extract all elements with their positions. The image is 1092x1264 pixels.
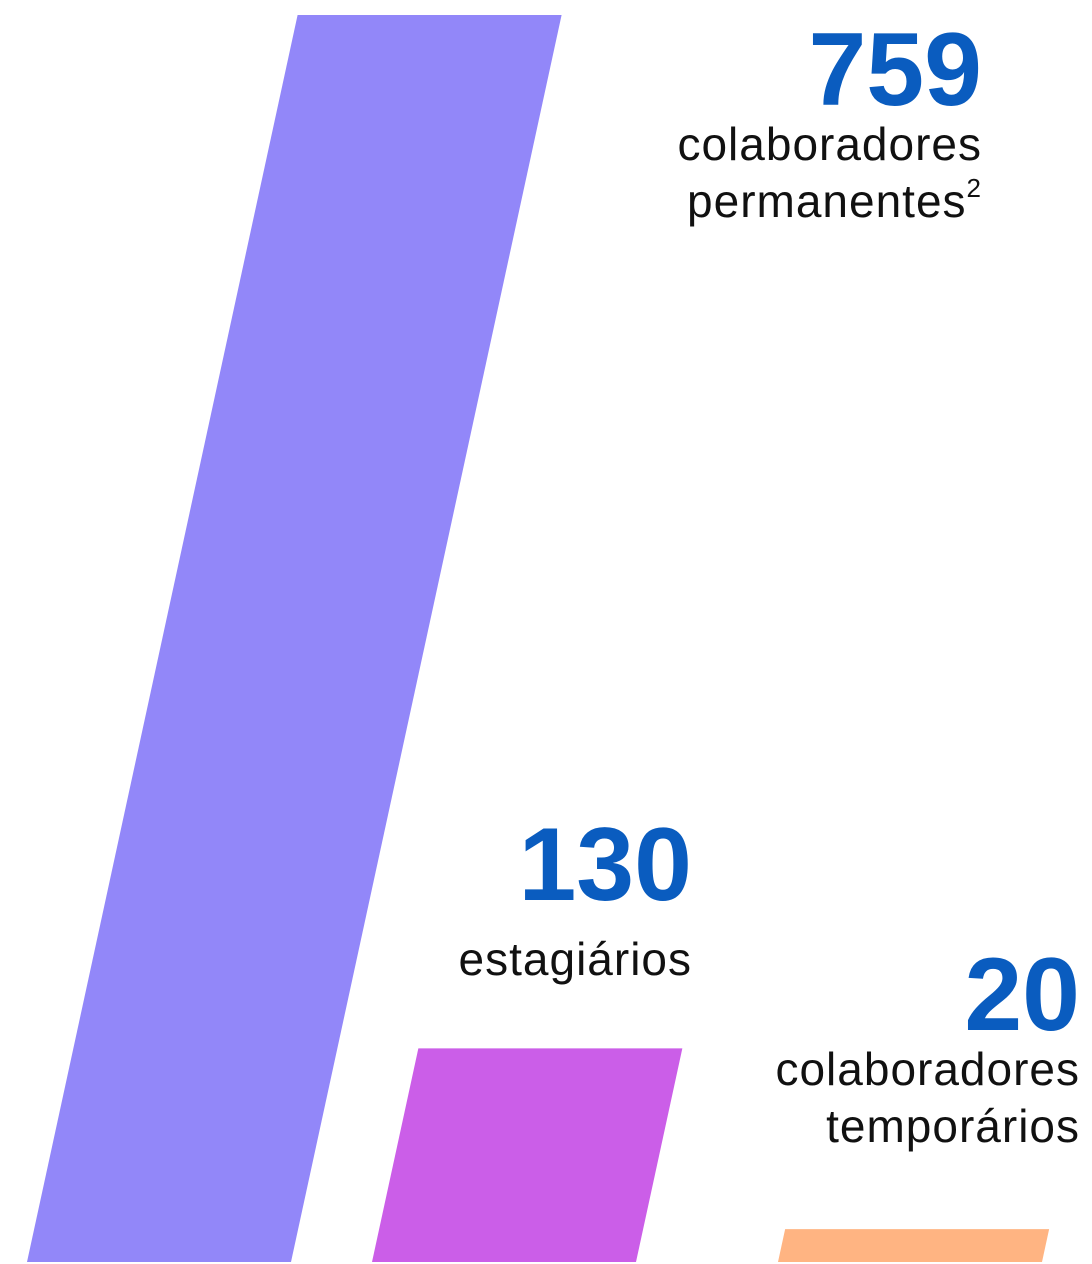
bar xyxy=(372,1048,683,1262)
category-line: colaboradores xyxy=(677,118,982,170)
bar xyxy=(778,1229,1050,1262)
category-label: estagiários xyxy=(459,933,692,985)
value-label: 20 xyxy=(964,937,1080,1053)
footnote-ref: 2 xyxy=(967,173,982,203)
category-label: colaboradores xyxy=(677,118,982,170)
category-line: colaboradores xyxy=(775,1043,1080,1095)
value-label: 759 xyxy=(808,12,982,128)
category-label: temporários xyxy=(826,1100,1080,1152)
bar xyxy=(27,15,562,1262)
category-line: permanentes xyxy=(687,175,967,227)
value-label: 130 xyxy=(518,807,692,923)
category-line: estagiários xyxy=(459,933,692,985)
category-label: colaboradores xyxy=(775,1043,1080,1095)
category-line: temporários xyxy=(826,1100,1080,1152)
category-label: permanentes2 xyxy=(687,173,982,227)
